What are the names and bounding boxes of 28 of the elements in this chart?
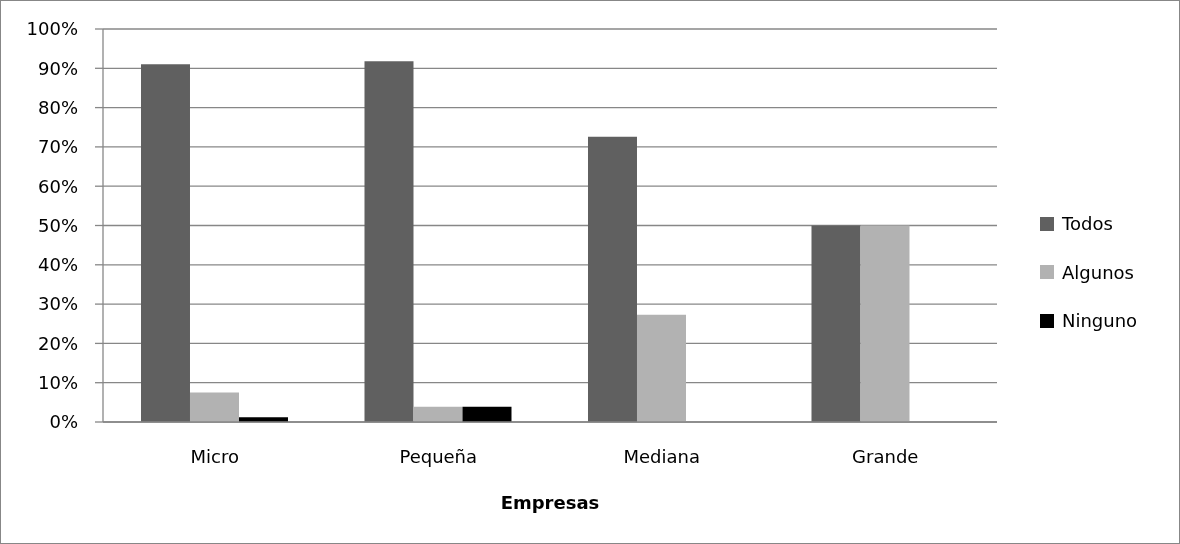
bar [637, 314, 686, 422]
y-tick-label: 50% [37, 214, 78, 236]
y-tick-label: 70% [37, 136, 78, 158]
bar [364, 61, 414, 422]
x-tick-label: Pequeña [399, 445, 478, 467]
bar [141, 64, 190, 422]
y-tick-label: 80% [37, 96, 78, 118]
bar [462, 406, 512, 422]
y-tick-label: 30% [37, 293, 78, 315]
x-tick-label: Grande [852, 445, 919, 467]
y-tick-label: 40% [37, 254, 78, 276]
y-tick-label: 20% [37, 332, 78, 354]
x-axis-title: Empresas [500, 492, 600, 513]
y-tick-label: 100% [26, 18, 78, 40]
bar [860, 225, 910, 422]
y-tick-label: 60% [37, 175, 78, 197]
y-tick-label: 90% [37, 57, 78, 79]
x-tick-label: Mediana [623, 445, 700, 467]
bar [588, 136, 637, 422]
y-tick-label: 10% [37, 372, 78, 394]
bar [190, 392, 239, 422]
legend-label: Todos [1062, 213, 1113, 234]
y-tick-label: 0% [49, 411, 78, 433]
x-tick-label: Micro [190, 445, 239, 467]
bar [811, 225, 861, 422]
legend-label: Algunos [1062, 261, 1134, 283]
bar [413, 406, 463, 422]
legend-label: Ninguno [1062, 310, 1138, 331]
